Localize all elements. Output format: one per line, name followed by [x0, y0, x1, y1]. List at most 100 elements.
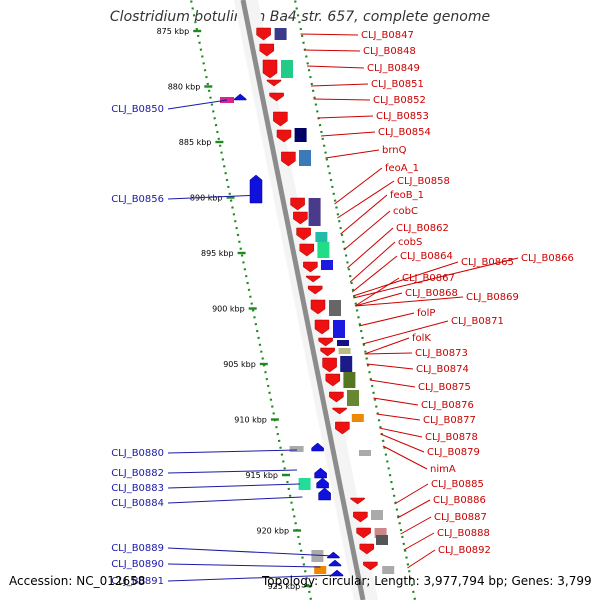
reverse-gene-arrow	[307, 285, 323, 295]
gene-box	[371, 510, 383, 520]
gene-box	[347, 390, 359, 406]
gene-label-right: cobS	[398, 237, 422, 248]
label-leader-line	[354, 292, 403, 307]
gene-label-right: CLJ_B0877	[423, 415, 476, 426]
reverse-gene-arrow	[262, 59, 278, 79]
label-leader-line	[343, 210, 391, 251]
reverse-gene-arrow	[259, 43, 275, 57]
gene-box	[359, 450, 371, 456]
gene-label-right: feoB_1	[390, 190, 424, 201]
reverse-gene-arrow	[320, 347, 335, 357]
label-leader-line	[347, 227, 394, 269]
label-leader-line	[320, 131, 376, 137]
gene-label-right: CLJ_B0868	[405, 288, 458, 299]
tick-label: 915 kbp	[245, 471, 278, 480]
gene-label-left: CLJ_B0850	[111, 104, 164, 115]
gene-box	[374, 528, 387, 538]
topology-text: Topology: circular; Length: 3,977,794 bp…	[262, 574, 592, 588]
gene-box	[382, 566, 395, 574]
forward-gene-arrow	[318, 487, 331, 501]
gene-box	[333, 320, 345, 338]
label-leader-line	[397, 499, 431, 519]
gene-box	[289, 446, 304, 452]
gene-label-left: CLJ_B0889	[111, 543, 164, 554]
gene-box	[281, 60, 293, 78]
label-leader-line	[340, 194, 388, 235]
accession-text: Accession: NC_012658	[9, 574, 146, 588]
backbone	[234, 0, 378, 600]
label-leader-line	[303, 49, 361, 52]
gene-label-right: folK	[412, 333, 431, 344]
label-leader-line	[407, 549, 436, 569]
gene-label-right: brnQ	[382, 145, 407, 156]
label-leader-line	[313, 98, 371, 101]
reverse-gene-arrow	[325, 373, 341, 387]
label-leader-line	[167, 547, 335, 557]
gene-label-right: CLJ_B0876	[421, 400, 474, 411]
gene-label-right: CLJ_B0851	[371, 79, 424, 90]
gene-box	[321, 260, 333, 270]
label-leader-line	[337, 180, 395, 219]
forward-gene-arrow	[314, 467, 327, 479]
label-leader-line	[317, 115, 374, 119]
gene-label-left: CLJ_B0890	[111, 559, 164, 570]
label-leader-line	[358, 312, 415, 327]
reverse-gene-arrow	[332, 407, 347, 415]
gene-label-left: CLJ_B0882	[111, 468, 164, 479]
label-leader-line	[379, 427, 423, 438]
gene-box	[338, 348, 351, 354]
gene-box	[343, 372, 356, 388]
gene-label-right: CLJ_B0847	[361, 30, 414, 41]
gene-label-right: CLJ_B0854	[378, 127, 431, 138]
gene-label-left: CLJ_B0856	[111, 194, 164, 205]
label-leader-line	[364, 352, 413, 355]
gene-label-right: cobC	[393, 206, 418, 217]
label-leader-line	[300, 33, 359, 36]
reverse-gene-arrow	[310, 299, 326, 315]
tick-label: 920 kbp	[256, 527, 289, 536]
gene-label-right: CLJ_B0866	[521, 253, 574, 264]
label-leader-line	[167, 449, 298, 454]
gene-box	[299, 150, 311, 166]
gene-label-right: CLJ_B0874	[416, 364, 469, 375]
gene-label-right: CLJ_B0879	[427, 447, 480, 458]
gene-box	[340, 356, 353, 372]
tick-label: 900 kbp	[212, 305, 245, 314]
label-leader-line	[354, 296, 464, 307]
reverse-gene-arrow	[299, 243, 315, 257]
reverse-gene-arrow	[359, 543, 375, 555]
gene-label-right: CLJ_B0858	[397, 176, 450, 187]
forward-gene-arrow	[327, 551, 340, 559]
label-leader-line	[167, 469, 298, 474]
gene-features	[220, 27, 395, 577]
gene-label-left: CLJ_B0884	[111, 498, 164, 509]
label-leader-line	[167, 496, 303, 504]
label-leader-line	[400, 516, 432, 535]
label-leader-line	[167, 483, 300, 489]
forward-gene-arrow	[311, 442, 324, 452]
gene-label-right: CLJ_B0865	[461, 257, 514, 268]
gene-box	[314, 566, 327, 574]
label-leader-line	[362, 320, 449, 345]
backbone-line	[240, 0, 366, 600]
gene-label-right: CLJ_B0848	[363, 46, 416, 57]
reverse-gene-arrow	[363, 561, 378, 571]
gene-label-right: CLJ_B0867	[402, 273, 455, 284]
label-leader-line	[352, 261, 459, 297]
gene-label-right: CLJ_B0887	[434, 512, 487, 523]
reverse-gene-arrow	[305, 275, 321, 283]
gene-label-right: CLJ_B0862	[396, 223, 449, 234]
tick-label: 875 kbp	[157, 27, 190, 36]
label-leader-line	[353, 257, 519, 299]
gene-label-left: CLJ_B0880	[111, 448, 164, 459]
label-leader-line	[373, 397, 419, 406]
gene-box	[376, 535, 388, 545]
label-leader-line	[403, 532, 435, 551]
reverse-gene-arrow	[266, 79, 282, 87]
gene-box	[311, 550, 324, 562]
forward-gene-arrow	[328, 559, 342, 567]
gene-label-left: CLJ_B0883	[111, 483, 164, 494]
reverse-gene-arrow	[314, 319, 330, 335]
gene-box	[337, 340, 349, 346]
